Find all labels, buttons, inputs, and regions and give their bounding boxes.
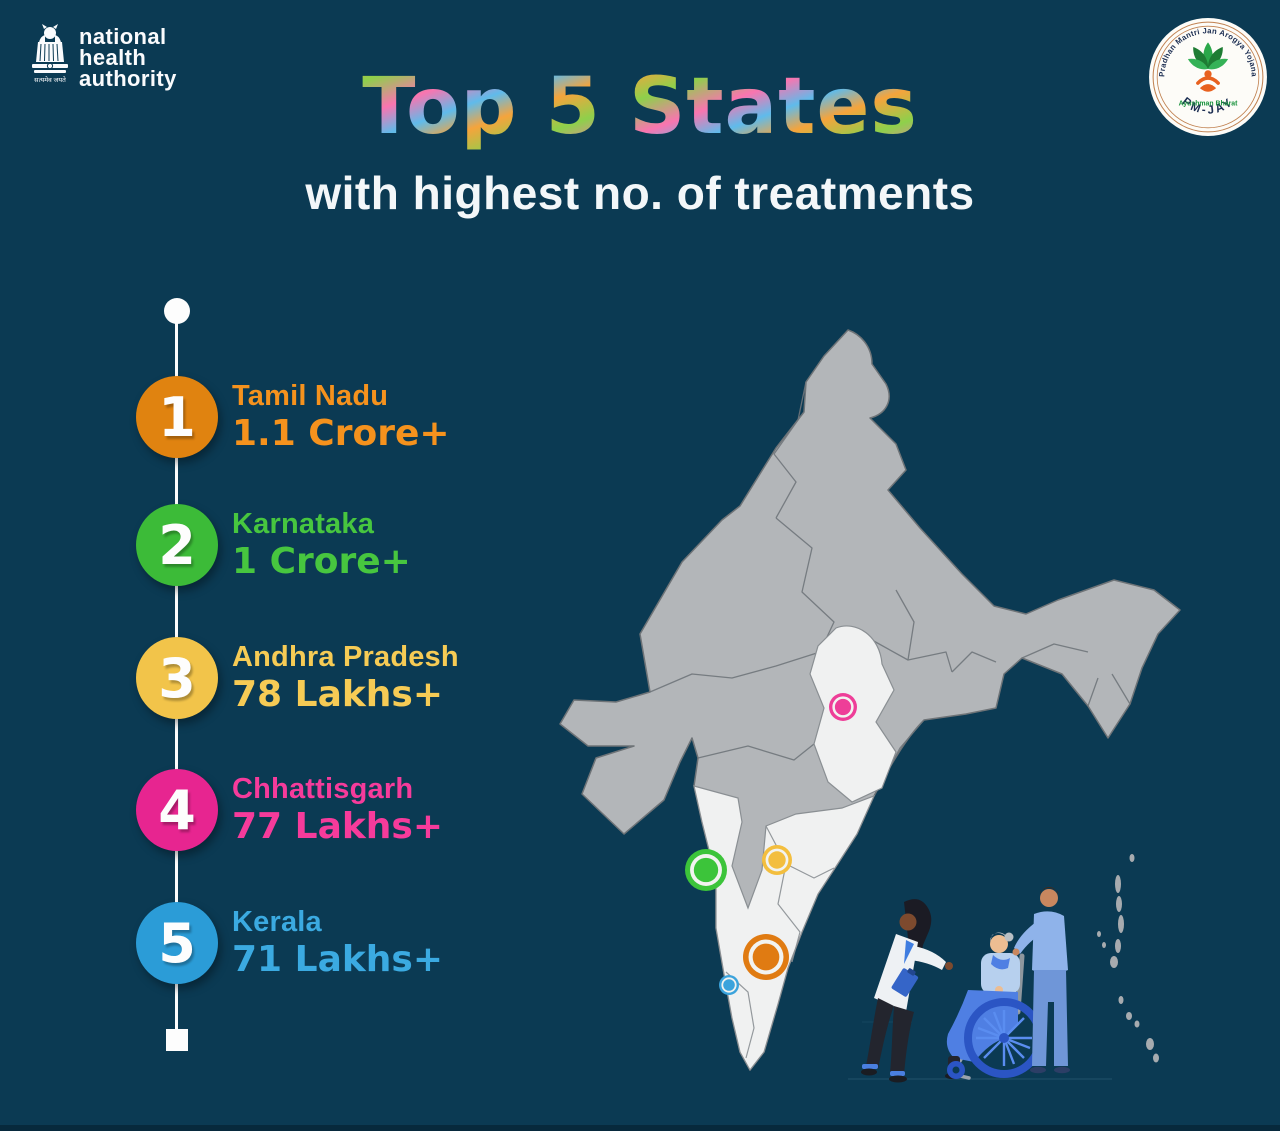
person-icon bbox=[1196, 70, 1220, 92]
rank-item-chhattisgarh: 4 Chhattisgarh 77 Lakhs+ bbox=[136, 768, 696, 852]
pmjay-logo: Pradhan Mantri Jan Arogya Yojana PM-JAY … bbox=[1149, 18, 1267, 136]
state-name: Kerala bbox=[232, 905, 322, 938]
nha-motto: सत्यमेव जयते bbox=[34, 76, 66, 84]
bottom-edge-strip bbox=[0, 1125, 1280, 1131]
marker-kerala bbox=[723, 979, 735, 991]
doctor-figure bbox=[861, 899, 953, 1083]
india-map bbox=[559, 329, 1181, 1083]
nha-text-line3: authority bbox=[79, 68, 177, 90]
page-subtitle: with highest no. of treatments bbox=[305, 167, 975, 219]
nha-logo: सत्यमेव जयते national health authority bbox=[30, 20, 177, 90]
nha-logo-text: national health authority bbox=[79, 24, 177, 90]
nha-text-line1: national bbox=[79, 24, 167, 49]
lotus-leaves-icon bbox=[1187, 42, 1229, 70]
state-value: 71 Lakhs+ bbox=[232, 938, 444, 980]
map-markers bbox=[685, 693, 857, 995]
state-value: 78 Lakhs+ bbox=[232, 673, 444, 715]
rank-item-karnataka: 2 Karnataka 1 Crore+ bbox=[136, 503, 696, 587]
pmjay-caption: Ayushman Bharat bbox=[1179, 100, 1239, 107]
state-name: Chhattisgarh bbox=[232, 772, 414, 805]
marker-karnataka bbox=[693, 857, 719, 883]
rank-item-andhra-pradesh: 3 Andhra Pradesh 78 Lakhs+ bbox=[136, 636, 696, 720]
rank-number: 3 bbox=[158, 646, 196, 710]
rank-badge-3: 3 bbox=[136, 637, 218, 719]
rank-number: 1 bbox=[158, 385, 196, 449]
healthcare-illustration bbox=[848, 887, 1112, 1083]
timeline-end-square bbox=[166, 1029, 188, 1051]
state-name: Andhra Pradesh bbox=[232, 640, 459, 673]
rank-number: 2 bbox=[158, 513, 196, 577]
state-name: Tamil Nadu bbox=[232, 379, 389, 412]
timeline-start-dot bbox=[164, 298, 190, 324]
marker-andhra-pradesh bbox=[768, 851, 786, 869]
nha-text-line2: health bbox=[79, 45, 147, 70]
rank-badge-1: 1 bbox=[136, 376, 218, 458]
state-value: 1 Crore+ bbox=[232, 540, 411, 582]
state-name: Karnataka bbox=[232, 507, 375, 540]
rank-badge-2: 2 bbox=[136, 504, 218, 586]
caregiver-figure bbox=[1012, 887, 1070, 1074]
rank-item-kerala: 5 Kerala 71 Lakhs+ bbox=[136, 901, 696, 985]
rank-number: 5 bbox=[158, 911, 196, 975]
andaman-islands bbox=[1097, 854, 1159, 1063]
state-value: 1.1 Crore+ bbox=[232, 412, 450, 454]
rank-number: 4 bbox=[158, 778, 196, 842]
state-value: 77 Lakhs+ bbox=[232, 805, 444, 847]
rank-badge-5: 5 bbox=[136, 902, 218, 984]
ashoka-emblem-icon: सत्यमेव जयते bbox=[32, 24, 68, 84]
patient-wheelchair-figure bbox=[945, 932, 1044, 1080]
rank-item-tamil-nadu: 1 Tamil Nadu 1.1 Crore+ bbox=[136, 375, 696, 459]
marker-chhattisgarh bbox=[834, 698, 852, 716]
rank-badge-4: 4 bbox=[136, 769, 218, 851]
marker-tamil-nadu bbox=[752, 943, 780, 971]
page-title: Top 5 States bbox=[0, 62, 1280, 152]
state-highlight-south bbox=[693, 785, 876, 1072]
